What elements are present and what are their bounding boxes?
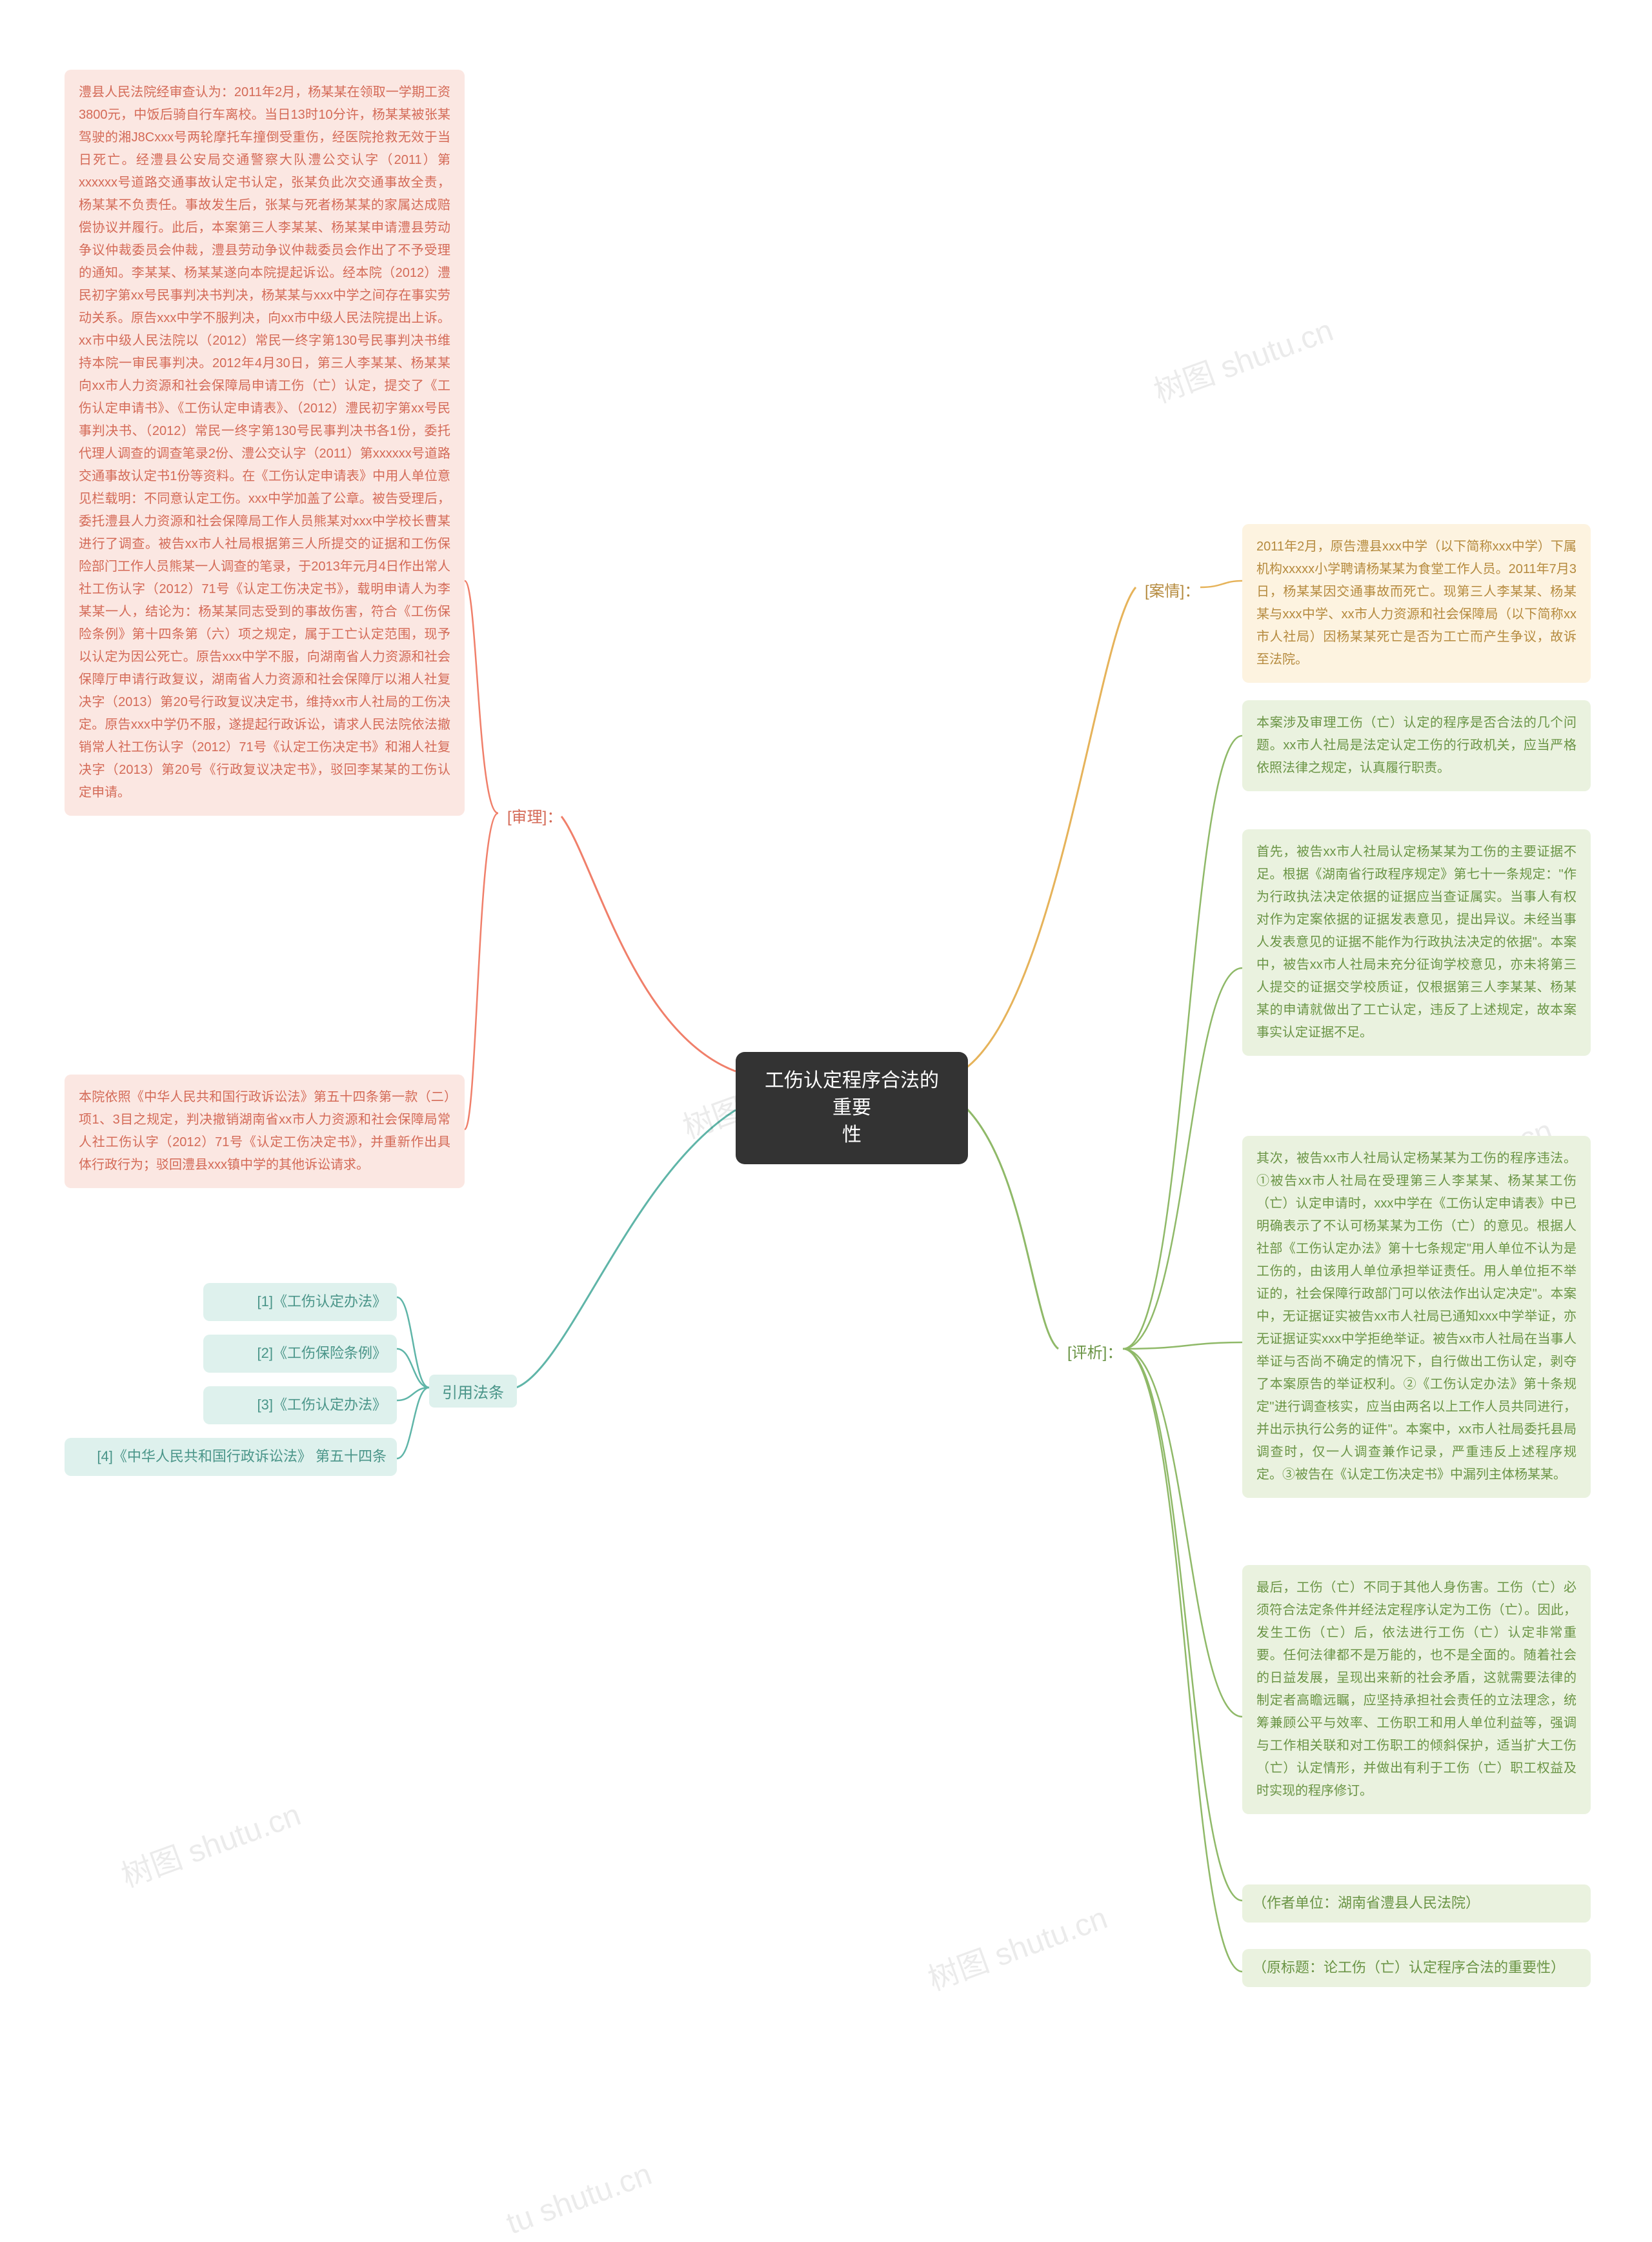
branch-citations-label: 引用法条 <box>429 1375 517 1408</box>
center-title: 工伤认定程序合法的重要性 <box>765 1070 939 1146</box>
analysis-leaf-5: （原标题：论工伤（亡）认定程序合法的重要性） <box>1242 1949 1591 1987</box>
watermark: 树图 shutu.cn <box>1147 305 1338 411</box>
center-node: 工伤认定程序合法的重要性 <box>736 1052 968 1164</box>
analysis-leaf-1: 首先，被告xx市人社局认定杨某某为工伤的主要证据不足。根据《湖南省行政程序规定》… <box>1242 829 1591 1056</box>
cit-leaf-0: [1]《工伤认定办法》 <box>203 1283 397 1321</box>
analysis-leaf-3: 最后，工伤（亡）不同于其他人身伤害。工伤（亡）必须符合法定条件并经法定程序认定为… <box>1242 1565 1591 1814</box>
branch-trial-label: [审理]： <box>498 800 571 831</box>
watermark: 树图 shutu.cn <box>114 1789 306 1895</box>
cit-leaf-1: [2]《工伤保险条例》 <box>203 1335 397 1373</box>
branch-case-label: [案情]： <box>1136 574 1209 605</box>
trial-leaf-1: 本院依照《中华人民共和国行政诉讼法》第五十四条第一款（二）项1、3目之规定，判决… <box>65 1075 465 1188</box>
cit-leaf-3: [4]《中华人民共和国行政诉讼法》 第五十四条 <box>65 1438 397 1476</box>
cit-leaf-2: [3]《工伤认定办法》 <box>203 1386 397 1424</box>
case-leaf-0: 2011年2月，原告澧县xxx中学（以下简称xxx中学）下属机构xxxxx小学聘… <box>1242 524 1591 683</box>
analysis-leaf-0: 本案涉及审理工伤（亡）认定的程序是否合法的几个问题。xx市人社局是法定认定工伤的… <box>1242 700 1591 791</box>
watermark: 树图 shutu.cn <box>921 1892 1113 1999</box>
analysis-leaf-2: 其次，被告xx市人社局认定杨某某为工伤的程序违法。①被告xx市人社局在受理第三人… <box>1242 1136 1591 1498</box>
branch-analysis-label: [评析]： <box>1058 1336 1131 1366</box>
trial-leaf-0: 澧县人民法院经审查认为：2011年2月，杨某某在领取一学期工资3800元，中饭后… <box>65 70 465 816</box>
watermark: tu shutu.cn <box>502 2157 656 2242</box>
analysis-leaf-4: （作者单位：湖南省澧县人民法院） <box>1242 1884 1591 1923</box>
